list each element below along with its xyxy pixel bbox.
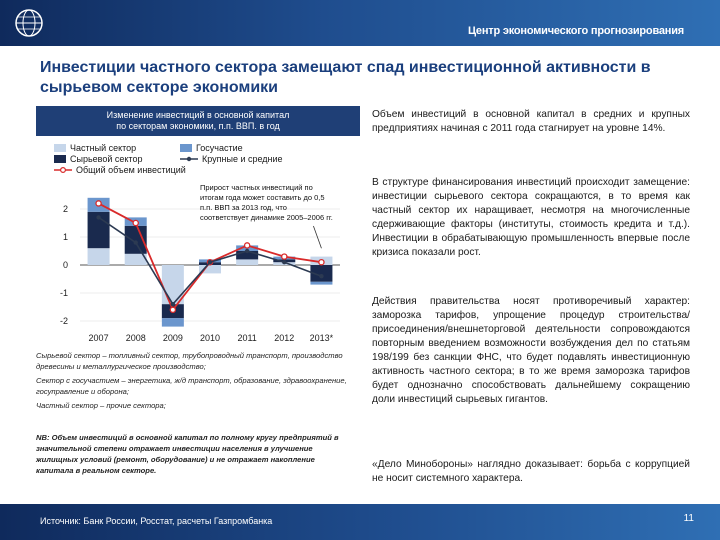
chart-title-line-2: по секторам экономики, п.п. ВВП. в год	[116, 121, 280, 131]
legend-label-large: Крупные и средние	[202, 154, 283, 164]
bar-raw	[124, 225, 147, 254]
legend-swatch-private	[54, 144, 66, 152]
paragraph-3: Действия правительства носят противоречи…	[372, 296, 690, 405]
footer-bar: Источник: Банк России, Росстат, расчеты …	[0, 504, 720, 540]
chart-legend: Частный сектор Сырьевой сектор Госучасти…	[40, 141, 370, 177]
page-number: 11	[683, 513, 694, 524]
bar-private	[236, 259, 259, 265]
legend-label-total: Общий объем инвестиций	[76, 165, 186, 175]
legend-label-state: Госучастие	[196, 143, 243, 153]
bar-private	[124, 253, 147, 265]
legend-label-raw: Сырьевой сектор	[70, 154, 143, 164]
bar-private	[87, 248, 110, 265]
bar-private	[161, 265, 184, 305]
legend-item-total: Общий объем инвестиций	[54, 165, 186, 175]
point-large	[207, 260, 213, 265]
annotation-line-1: Прирост частных инвестиций по	[200, 183, 313, 192]
legend-item-raw: Сырьевой сектор	[54, 154, 142, 164]
x-tick-label: 2012	[274, 333, 294, 343]
point-large	[96, 215, 101, 220]
y-tick-label: 0	[63, 260, 68, 270]
point-total	[132, 219, 139, 227]
y-tick-label: 2	[63, 204, 68, 214]
legend-line-total	[54, 166, 72, 174]
annotation-line-3: п.п. ВВП за 2013 год, что	[200, 203, 287, 212]
legend-item-large: Крупные и средние	[180, 154, 283, 164]
x-tick-label: 2011	[237, 333, 256, 343]
point-large	[319, 274, 324, 279]
x-tick-label: 2010	[200, 333, 220, 343]
paragraph-2: В структуре финансирования инвестиций пр…	[372, 177, 690, 258]
bar-state	[310, 281, 333, 285]
point-large	[282, 260, 287, 265]
annotation-line-2: итогам года может составить до 0,5	[200, 193, 325, 202]
point-large	[244, 248, 250, 254]
point-large	[133, 240, 138, 245]
slide-title: Инвестиции частного сектора замещают спа…	[40, 59, 651, 96]
y-tick-label: 1	[63, 232, 68, 242]
definition-private: Частный сектор – прочие сектора;	[36, 401, 166, 410]
x-tick-label: 2013*	[310, 333, 334, 343]
legend-item-private: Частный сектор	[54, 143, 136, 153]
bar-state	[161, 318, 184, 327]
point-total	[281, 253, 288, 260]
definition-state: Сектор с госучастием – энергетика, ж/д т…	[36, 376, 347, 396]
legend-label-private: Частный сектор	[70, 143, 137, 153]
bar-raw	[236, 251, 259, 260]
x-tick-label: 2008	[126, 333, 146, 343]
point-total	[95, 200, 102, 207]
point-total	[318, 258, 325, 266]
globe-logo-icon	[15, 9, 43, 37]
paragraph-4: «Дело Минобороны» наглядно доказывает: б…	[372, 459, 690, 484]
point-total	[169, 306, 177, 314]
organization-name: Центр экономического прогнозирования	[467, 25, 684, 37]
legend-swatch-state	[180, 144, 192, 152]
sector-definitions: Сырьевой сектор – топливный сектор, труб…	[36, 350, 354, 414]
paragraph-1: Объем инвестиций в основной капитал в ср…	[372, 109, 690, 134]
source-note: Источник: Банк России, Росстат, расчеты …	[40, 516, 273, 526]
legend-swatch-raw	[54, 155, 66, 163]
point-total	[243, 242, 251, 249]
y-tick-label: -2	[60, 316, 68, 326]
legend-item-state: Госучастие	[180, 143, 243, 153]
chart-annotation: Прирост частных инвестиций по итогам год…	[200, 183, 360, 223]
investment-chart: -2 -1 0 1 2 2007 2008 2009 2010 2011 2012 2013*	[60, 197, 340, 343]
annotation-line-4: соответствует динамике 2005–2006 гг.	[200, 213, 333, 222]
y-tick-label: -1	[60, 288, 68, 298]
x-tick-label: 2007	[89, 333, 109, 343]
point-large	[170, 302, 176, 307]
x-tick-label: 2009	[163, 333, 183, 343]
chart-title-line-1: Изменение инвестиций в основной капитал	[106, 110, 290, 120]
header-bar: Центр экономического прогнозирования	[0, 0, 720, 46]
definition-raw: Сырьевой сектор – топливный сектор, труб…	[36, 351, 343, 371]
annotation-arrow	[313, 225, 322, 249]
bar-raw	[310, 265, 333, 282]
legend-line-large	[180, 156, 198, 162]
bar-private	[199, 265, 221, 274]
chart-title-bar: Изменение инвестиций в основной капитал …	[36, 106, 360, 136]
nb-note: NB: Объем инвестиций в основной капитал …	[36, 433, 339, 475]
